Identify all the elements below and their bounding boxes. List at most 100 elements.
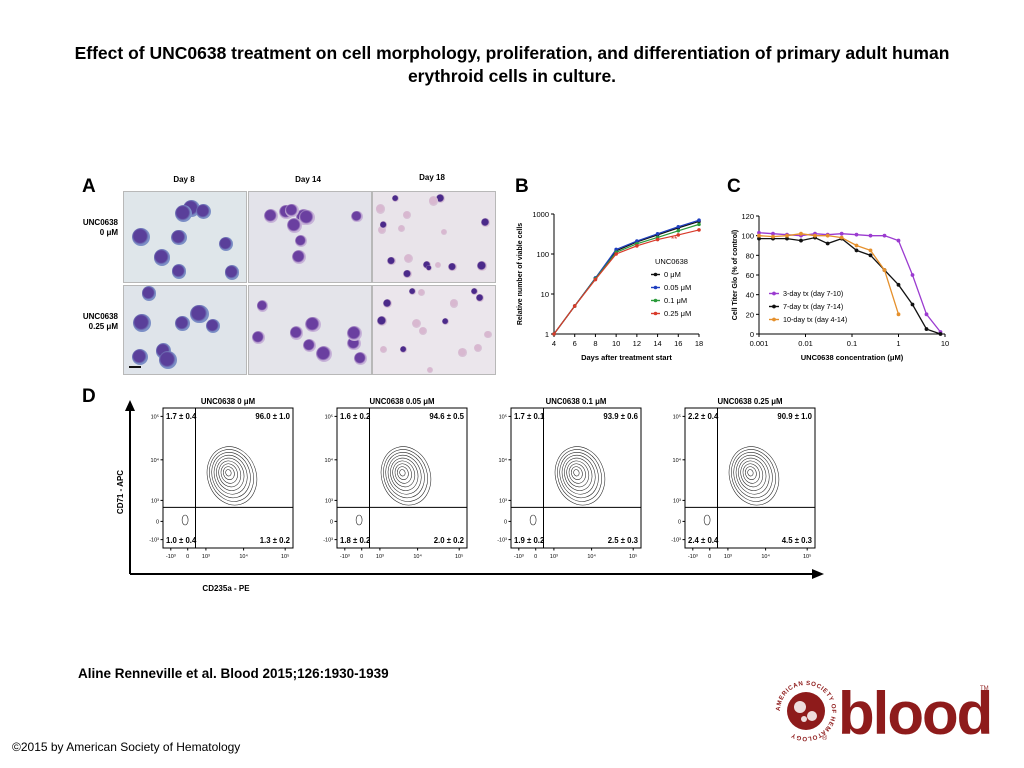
cell xyxy=(392,195,400,202)
col-label-day18: Day 18 xyxy=(419,173,445,182)
d-plot-title: UNC0638 0.25 μM xyxy=(717,397,782,406)
cell xyxy=(399,346,407,353)
d-y-tick-label: 10⁴ xyxy=(673,457,682,464)
d-contour xyxy=(383,449,428,502)
c-y-tick-label: 120 xyxy=(741,212,754,221)
d-contour xyxy=(213,454,248,495)
d-q-upper-left: 1.7 ± 0.1 xyxy=(514,412,545,421)
cell xyxy=(225,265,240,280)
d-q-lower-left: 1.8 ± 0.2 xyxy=(340,536,371,545)
b-point xyxy=(593,277,598,282)
d-x-tick-label: -10³ xyxy=(688,554,698,560)
d-x-tick-label: 0 xyxy=(708,554,711,560)
cell xyxy=(425,264,433,272)
d-plot-frame xyxy=(162,407,294,549)
c-point xyxy=(799,238,803,243)
figure-title: Effect of UNC0638 treatment on cell morp… xyxy=(74,43,950,86)
logo-registered: ® xyxy=(822,734,828,742)
b-x-tick-label: 4 xyxy=(552,339,556,348)
micrograph-5 xyxy=(372,285,496,375)
d-contour xyxy=(728,446,780,506)
c-y-tick-label: 0 xyxy=(750,330,754,339)
d-contour xyxy=(733,452,773,499)
b-y-tick-label: 100 xyxy=(536,250,549,259)
cell xyxy=(305,316,321,333)
d-x-tick-label: 10⁴ xyxy=(587,553,596,560)
d-contour xyxy=(209,449,254,502)
cell xyxy=(154,249,171,266)
cell xyxy=(403,254,413,264)
d-contour xyxy=(211,452,251,499)
cell xyxy=(382,298,393,309)
c-x-tick-label: 0.01 xyxy=(798,339,813,348)
cell xyxy=(435,261,442,268)
b-legend-marker xyxy=(653,272,658,277)
logo-tm: TM xyxy=(980,686,989,692)
c-point xyxy=(757,233,761,238)
cell xyxy=(171,263,187,279)
cell xyxy=(158,350,178,370)
b-x-tick-label: 12 xyxy=(633,339,641,348)
d-contour xyxy=(390,457,419,491)
d-y-tick-label: -10³ xyxy=(323,538,333,544)
cell xyxy=(290,326,304,340)
d-contour xyxy=(571,466,583,480)
c-point xyxy=(839,231,844,236)
panel-b-label: B xyxy=(515,176,529,197)
c-y-tick-label: 100 xyxy=(741,232,754,241)
d-x-tick-label: 10⁴ xyxy=(239,553,248,560)
d-y-tick-label: 0 xyxy=(330,519,333,525)
d-plot-frame xyxy=(684,407,816,549)
d-contour xyxy=(564,457,593,491)
b-x-label: Days after treatment start xyxy=(581,353,672,362)
c-y-label: Cell Titer Glo (% of control) xyxy=(732,230,739,320)
row-label-0um-line1: UNC0638 xyxy=(82,218,118,227)
c-point xyxy=(882,268,887,272)
b-legend-label-1: 0.05 μM xyxy=(664,283,691,292)
c-point xyxy=(785,233,789,238)
d-plot-2: UNC0638 0.1 μM1.7 ± 0.1 93.9 ± 0.6 1.9 ± 0… xyxy=(497,397,642,560)
b-x-tick-label: 6 xyxy=(573,339,577,348)
micrograph-4 xyxy=(248,285,372,375)
d-q-lower-left: 2.4 ± 0.4 xyxy=(688,536,719,545)
b-point xyxy=(635,244,639,248)
d-x-tick-label: 10⁵ xyxy=(629,553,637,560)
cell xyxy=(428,196,438,206)
d-contour xyxy=(740,460,764,488)
cell xyxy=(351,210,363,223)
c-point xyxy=(813,233,817,238)
d-plot-0: UNC0638 0 μM 1.7 ± 0.4 96.0 ± 1.0 1.0 ± 0.4… xyxy=(149,397,294,560)
panel-d-label: D xyxy=(82,386,96,407)
b-x-tick-label: 8 xyxy=(593,339,597,348)
d-y-tick-label: 10⁴ xyxy=(325,457,334,464)
c-point xyxy=(757,236,761,241)
d-plot-1: UNC0638 0.05 μM 1.6 ± 0.2 94.6 ± 0.5 1.8 ± … xyxy=(323,397,468,560)
d-x-label: CD235a - PE xyxy=(202,584,250,593)
d-x-tick-label: -10³ xyxy=(514,554,524,560)
d-contour-small xyxy=(529,514,537,526)
cell xyxy=(447,262,457,272)
cell xyxy=(380,221,388,229)
d-arrow-x-head xyxy=(812,569,824,579)
d-x-tick-label: 0 xyxy=(534,554,537,560)
d-contour xyxy=(735,454,770,495)
c-point xyxy=(854,232,859,237)
d-q-upper-left: 1.7 ± 0.4 xyxy=(166,412,197,421)
cell xyxy=(256,300,268,312)
micrograph-2 xyxy=(372,191,496,283)
cell xyxy=(354,352,368,366)
b-y-tick-label: 1000 xyxy=(532,210,549,219)
d-y-tick-label: 10³ xyxy=(325,498,333,504)
d-contour xyxy=(742,463,760,484)
c-point xyxy=(896,312,901,317)
d-y-tick-label: -10³ xyxy=(671,538,681,544)
c-point xyxy=(771,231,775,236)
col-label-day14: Day 14 xyxy=(295,175,321,184)
d-q-lower-left: 1.0 ± 0.4 xyxy=(166,536,197,545)
c-legend-label-2: 10-day tx (day 4-14) xyxy=(783,315,847,324)
c-legend-label-1: 7-day tx (day 7-14) xyxy=(783,302,843,311)
d-contour xyxy=(206,446,258,506)
c-point xyxy=(799,231,803,236)
d-y-tick-label: 10⁵ xyxy=(673,413,681,420)
